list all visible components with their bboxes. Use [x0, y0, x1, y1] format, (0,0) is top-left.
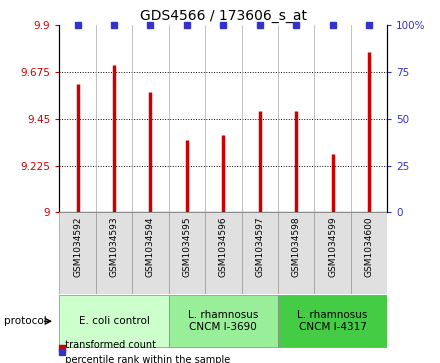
Text: transformed count: transformed count: [59, 339, 156, 350]
Text: L. rhamnosus
CNCM I-3690: L. rhamnosus CNCM I-3690: [188, 310, 258, 332]
Bar: [205, 212, 242, 294]
Text: L. rhamnosus
CNCM I-4317: L. rhamnosus CNCM I-4317: [297, 310, 368, 332]
Bar: [169, 212, 205, 294]
Text: GSM1034594: GSM1034594: [146, 216, 155, 277]
Bar: [351, 212, 387, 294]
Text: GSM1034600: GSM1034600: [364, 216, 374, 277]
Text: GSM1034597: GSM1034597: [255, 216, 264, 277]
Title: GDS4566 / 173606_s_at: GDS4566 / 173606_s_at: [140, 9, 307, 23]
Text: percentile rank within the sample: percentile rank within the sample: [59, 355, 231, 363]
Text: GSM1034593: GSM1034593: [110, 216, 118, 277]
Bar: [242, 212, 278, 294]
Bar: [59, 295, 169, 347]
Text: protocol: protocol: [4, 316, 47, 326]
Text: GSM1034598: GSM1034598: [292, 216, 301, 277]
Bar: [169, 295, 278, 347]
Bar: [314, 212, 351, 294]
Bar: [278, 295, 387, 347]
Bar: [59, 212, 96, 294]
Text: GSM1034599: GSM1034599: [328, 216, 337, 277]
Bar: [132, 212, 169, 294]
Bar: [278, 212, 314, 294]
Text: GSM1034592: GSM1034592: [73, 216, 82, 277]
Text: GSM1034596: GSM1034596: [219, 216, 228, 277]
Bar: [96, 212, 132, 294]
Text: GSM1034595: GSM1034595: [182, 216, 191, 277]
Text: E. coli control: E. coli control: [79, 316, 150, 326]
